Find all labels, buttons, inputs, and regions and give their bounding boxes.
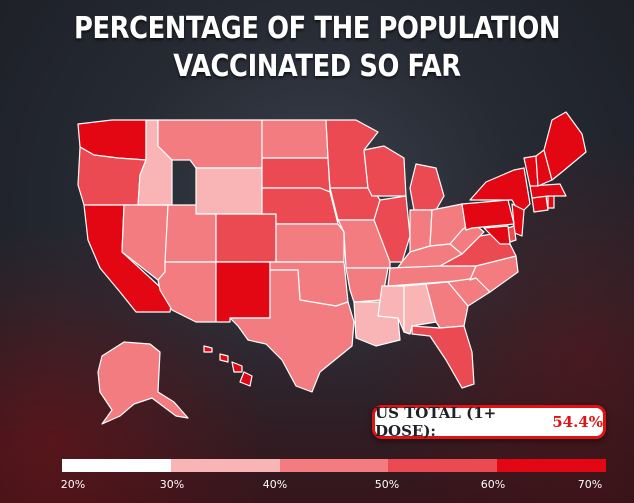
state-MI <box>409 163 445 211</box>
legend-swatch <box>62 459 171 472</box>
state-NJ <box>511 203 525 237</box>
state-MA <box>529 183 567 199</box>
state-RI <box>547 195 555 209</box>
state-CT <box>531 195 549 213</box>
state-ND <box>261 119 329 159</box>
state-FL <box>411 325 475 389</box>
state-AZ <box>157 261 217 323</box>
state-WY <box>195 167 263 215</box>
state-CO <box>215 213 277 263</box>
state-WI <box>363 145 407 197</box>
state-SD <box>261 157 331 193</box>
state-MS <box>377 285 405 333</box>
legend-tick: 70% <box>577 478 603 491</box>
legend-tick: 40% <box>262 478 288 491</box>
legend-swatch <box>170 459 280 472</box>
state-NM <box>215 261 271 323</box>
legend-tick: 60% <box>480 478 506 491</box>
us-total-label: US TOTAL (1+ DOSE): <box>375 404 497 440</box>
state-MT <box>157 119 263 169</box>
state-MD <box>483 225 511 245</box>
state-AR <box>345 267 389 303</box>
title-line-2: VACCINATED SO FAR <box>173 49 461 84</box>
legend-tick: 50% <box>374 478 400 491</box>
state-NY <box>469 167 531 215</box>
state-PA <box>461 199 515 231</box>
legend-tick: 30% <box>159 478 185 491</box>
state-KS <box>275 223 345 263</box>
us-total-value: 54.4% <box>552 413 603 431</box>
us-total-box: US TOTAL (1+ DOSE): 54.4% <box>372 404 606 440</box>
legend-swatch <box>279 459 389 472</box>
legend-tick: 20% <box>60 478 86 491</box>
state-ME <box>543 111 587 181</box>
state-TX <box>229 269 355 393</box>
legend-color-scale <box>62 459 606 472</box>
state-UT <box>164 204 217 263</box>
legend-swatch <box>388 459 498 472</box>
state-HI <box>203 345 253 387</box>
title-line-1: PERCENTAGE OF THE POPULATION <box>73 11 561 46</box>
legend-swatch <box>497 459 606 472</box>
state-IN <box>409 209 433 253</box>
page-title: PERCENTAGE OF THE POPULATION VACCINATED … <box>44 10 589 86</box>
state-AK <box>97 341 189 425</box>
